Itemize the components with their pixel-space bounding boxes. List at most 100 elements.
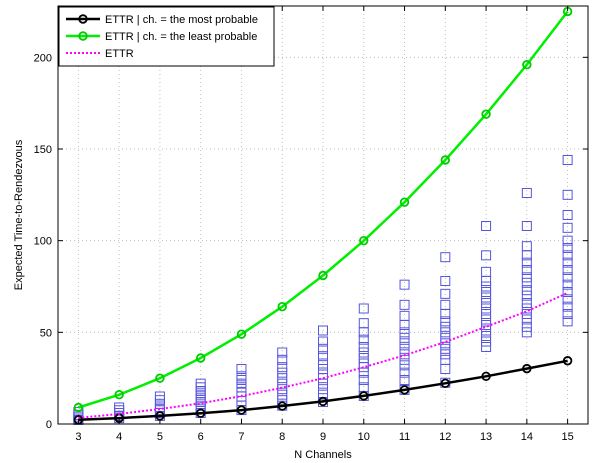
scatter-square bbox=[277, 367, 288, 378]
scatter-square bbox=[562, 265, 573, 275]
y-tick-label: 200 bbox=[34, 52, 52, 64]
series-lines bbox=[73, 6, 573, 425]
scatter-square bbox=[399, 338, 410, 349]
scatter-square bbox=[114, 402, 125, 413]
scatter-square bbox=[440, 354, 451, 365]
scatter-square bbox=[481, 331, 492, 341]
scatter-square bbox=[521, 285, 532, 296]
scatter-square bbox=[440, 299, 451, 310]
scatter-square bbox=[562, 222, 573, 233]
scatter-square bbox=[399, 332, 410, 343]
scatter-square bbox=[440, 327, 451, 338]
scatter-square bbox=[318, 325, 328, 336]
x-tick-label: 6 bbox=[198, 431, 204, 443]
x-tick-label: 11 bbox=[399, 431, 410, 443]
series-point bbox=[277, 401, 287, 411]
scatter-square bbox=[481, 298, 492, 308]
scatter-square bbox=[277, 389, 288, 400]
series-point bbox=[399, 197, 410, 207]
scatter-square bbox=[481, 287, 492, 297]
y-axis-label: Expected Time-to-Rendezvous bbox=[13, 139, 25, 290]
scatter-square bbox=[562, 272, 573, 283]
x-tick-label: 5 bbox=[157, 431, 163, 443]
scatter-square bbox=[318, 336, 328, 347]
scatter-square bbox=[440, 332, 451, 343]
series-point bbox=[114, 389, 124, 400]
series-point bbox=[522, 363, 532, 374]
scatter-square bbox=[562, 250, 573, 261]
scatter-square bbox=[277, 378, 288, 389]
scatter-square bbox=[318, 364, 328, 374]
scatter-square bbox=[481, 309, 492, 319]
scatter-square bbox=[358, 334, 369, 345]
scatter-square bbox=[358, 347, 369, 358]
scatter-square bbox=[521, 290, 532, 301]
x-tick-label: 9 bbox=[320, 431, 326, 443]
scatter-square bbox=[440, 316, 451, 327]
scatter-square bbox=[399, 343, 410, 354]
scatter-square bbox=[440, 343, 451, 354]
scatter-square bbox=[521, 188, 532, 198]
scatter-square bbox=[521, 327, 532, 338]
series-point bbox=[359, 391, 369, 401]
scatter-square bbox=[440, 321, 451, 332]
series-point bbox=[522, 59, 532, 70]
scatter-square bbox=[277, 354, 288, 365]
series-point bbox=[277, 301, 287, 312]
scatter-square bbox=[277, 395, 288, 406]
series-point bbox=[318, 270, 328, 281]
scatter-square bbox=[154, 391, 165, 402]
scatter-square bbox=[481, 281, 492, 292]
x-tick-label: 7 bbox=[238, 431, 244, 443]
scatter-square bbox=[358, 303, 369, 314]
scatter-square bbox=[521, 277, 532, 288]
scatter-square bbox=[562, 189, 573, 200]
scatter-square bbox=[399, 327, 410, 338]
legend: ETTR | ch. = the most probable ETTR | ch.… bbox=[58, 6, 275, 67]
scatter-square bbox=[236, 364, 247, 374]
scatter-square bbox=[440, 349, 451, 360]
x-tick-label: 3 bbox=[75, 431, 81, 443]
scatter-square bbox=[521, 221, 532, 231]
scatter-square bbox=[521, 298, 532, 308]
scatter-square bbox=[562, 309, 573, 319]
scatter-square bbox=[562, 257, 573, 268]
scatter-markers bbox=[73, 155, 573, 425]
y-tick-label: 150 bbox=[34, 144, 52, 156]
scatter-square bbox=[440, 252, 451, 263]
scatter-square bbox=[277, 373, 288, 384]
scatter-square bbox=[318, 351, 328, 362]
scatter-square bbox=[481, 303, 492, 314]
scatter-square bbox=[195, 378, 206, 389]
scatter-square bbox=[277, 347, 288, 358]
scatter-square bbox=[358, 342, 369, 352]
scatter-square bbox=[440, 288, 451, 299]
scatter-square bbox=[358, 353, 369, 363]
x-axis-label: N Channels bbox=[294, 449, 352, 461]
series-point bbox=[440, 378, 451, 388]
scatter-square bbox=[521, 241, 532, 252]
scatter-square bbox=[277, 362, 288, 373]
scatter-square bbox=[236, 371, 247, 382]
scatter-square bbox=[481, 314, 492, 325]
series-line bbox=[78, 359, 568, 422]
scatter-square bbox=[521, 272, 532, 283]
scatter-square bbox=[481, 266, 492, 277]
series-point bbox=[155, 373, 165, 383]
scatter-square bbox=[318, 384, 328, 395]
series-point bbox=[73, 402, 84, 413]
legend-label: ETTR bbox=[105, 48, 134, 60]
legend-marker bbox=[78, 14, 88, 24]
scatter-square bbox=[562, 155, 573, 165]
series-point bbox=[359, 235, 369, 246]
scatter-square bbox=[358, 375, 369, 385]
series-point bbox=[236, 329, 247, 339]
series-point bbox=[195, 353, 206, 363]
scatter-square bbox=[358, 318, 369, 329]
scatter-square bbox=[562, 210, 573, 220]
x-tick-label: 4 bbox=[116, 431, 122, 443]
scatter-square bbox=[481, 250, 492, 261]
x-tick-label: 15 bbox=[561, 431, 573, 443]
plot-background bbox=[58, 6, 588, 424]
x-tick-label: 14 bbox=[521, 431, 533, 443]
